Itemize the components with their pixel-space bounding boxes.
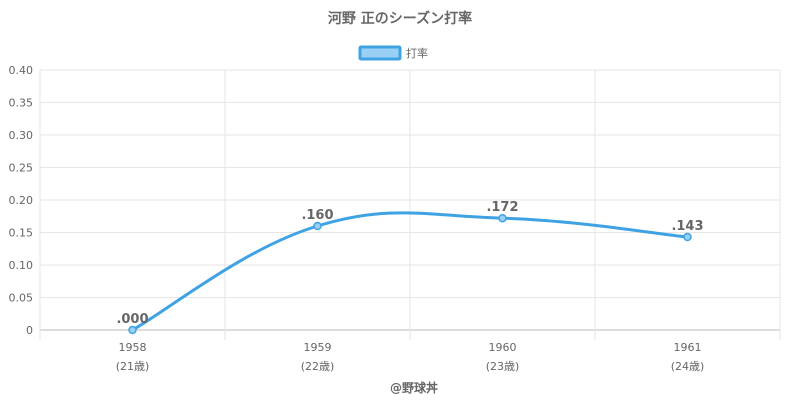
footer-credit: @野球丼	[390, 380, 438, 395]
x-tick-label: 1960	[489, 341, 517, 354]
legend[interactable]: 打率	[358, 45, 428, 61]
x-tick-sublabel: (21歳)	[116, 360, 150, 373]
y-tick-label: 0.40	[9, 64, 34, 77]
y-tick-label: 0.35	[9, 97, 34, 110]
chart-title: 河野 正のシーズン打率	[328, 10, 472, 27]
series-line	[131, 211, 689, 332]
x-tick-label: 1958	[119, 341, 147, 354]
x-tick-label: 1961	[674, 341, 702, 354]
x-tick-label: 1959	[304, 341, 332, 354]
grid	[39, 69, 781, 340]
x-tick-sublabel: (22歳)	[301, 360, 335, 373]
data-label: .172	[486, 200, 518, 215]
data-label: .143	[671, 219, 703, 234]
legend-label: 打率	[406, 46, 428, 60]
series-batting-average	[128, 211, 692, 335]
data-labels: .000 .160 .172 .143	[116, 200, 703, 327]
data-label: .000	[116, 312, 148, 327]
x-tick-sublabel: (23歳)	[486, 360, 520, 373]
x-tick-sublabel: (24歳)	[671, 360, 705, 373]
y-axis: 0 0.05 0.10 0.15 0.20 0.25 0.30 0.35 0.40	[9, 64, 34, 337]
data-point[interactable]	[313, 221, 322, 231]
y-tick-label: 0.25	[9, 162, 34, 175]
y-tick-label: 0.20	[9, 194, 34, 207]
y-tick-label: 0.30	[9, 129, 34, 142]
y-tick-label: 0.15	[9, 227, 34, 240]
data-point[interactable]	[128, 325, 137, 335]
data-label: .160	[301, 208, 333, 223]
data-point[interactable]	[498, 213, 507, 223]
legend-swatch	[358, 45, 402, 61]
y-tick-label: 0.10	[9, 259, 34, 272]
y-tick-label: 0	[26, 324, 33, 337]
x-axis: 1958 (21歳) 1959 (22歳) 1960 (23歳) 1961 (24歳)	[116, 341, 705, 373]
data-point[interactable]	[683, 232, 692, 242]
y-tick-label: 0.05	[9, 292, 34, 305]
